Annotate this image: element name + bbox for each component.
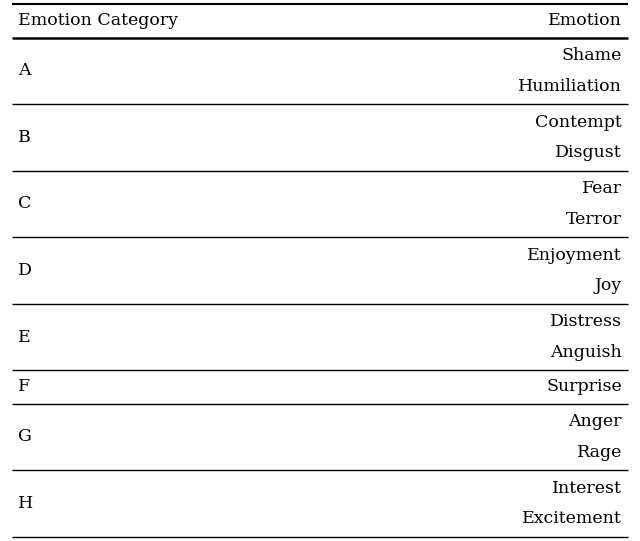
Text: Emotion: Emotion bbox=[548, 12, 622, 29]
Text: B: B bbox=[18, 129, 31, 146]
Text: Anger: Anger bbox=[568, 413, 622, 430]
Text: Rage: Rage bbox=[577, 444, 622, 461]
Text: Joy: Joy bbox=[595, 278, 622, 294]
Text: Enjoyment: Enjoyment bbox=[527, 247, 622, 263]
Text: Shame: Shame bbox=[562, 47, 622, 64]
Text: A: A bbox=[18, 62, 31, 80]
Text: H: H bbox=[18, 495, 33, 512]
Text: G: G bbox=[18, 428, 32, 445]
Text: Humiliation: Humiliation bbox=[518, 78, 622, 95]
Text: D: D bbox=[18, 262, 32, 279]
Text: Interest: Interest bbox=[552, 479, 622, 497]
Text: C: C bbox=[18, 195, 31, 213]
Text: E: E bbox=[18, 328, 31, 346]
Text: Terror: Terror bbox=[566, 211, 622, 228]
Text: Contempt: Contempt bbox=[535, 114, 622, 130]
Text: Disgust: Disgust bbox=[556, 144, 622, 161]
Text: F: F bbox=[18, 379, 30, 395]
Text: Fear: Fear bbox=[582, 180, 622, 197]
Text: Distress: Distress bbox=[550, 313, 622, 330]
Text: Anguish: Anguish bbox=[550, 344, 622, 361]
Text: Emotion Category: Emotion Category bbox=[18, 12, 178, 29]
Text: Surprise: Surprise bbox=[547, 379, 622, 395]
Text: Excitement: Excitement bbox=[522, 510, 622, 527]
